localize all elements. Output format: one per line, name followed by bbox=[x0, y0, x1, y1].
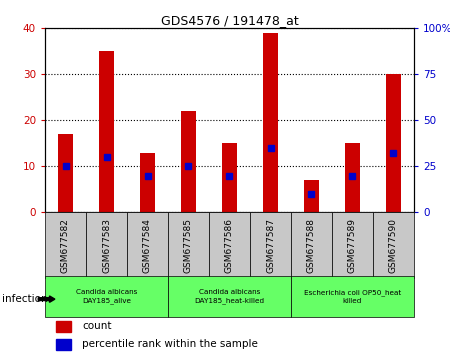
Text: GSM677589: GSM677589 bbox=[348, 218, 357, 273]
Bar bbox=[127, 212, 168, 278]
Text: GSM677585: GSM677585 bbox=[184, 218, 193, 273]
Text: GSM677590: GSM677590 bbox=[389, 218, 398, 273]
Bar bbox=[168, 276, 291, 317]
Text: infection: infection bbox=[2, 294, 48, 304]
Bar bbox=[99, 51, 114, 212]
Bar bbox=[56, 321, 71, 332]
Text: GSM677586: GSM677586 bbox=[225, 218, 234, 273]
Bar bbox=[332, 212, 373, 278]
Bar bbox=[58, 134, 73, 212]
Text: GSM677588: GSM677588 bbox=[307, 218, 316, 273]
Bar bbox=[263, 33, 278, 212]
Bar bbox=[45, 212, 86, 278]
Bar bbox=[291, 212, 332, 278]
Text: Escherichia coli OP50_heat
killed: Escherichia coli OP50_heat killed bbox=[304, 289, 401, 304]
Bar bbox=[181, 111, 196, 212]
Text: Candida albicans
DAY185_heat-killed: Candida albicans DAY185_heat-killed bbox=[194, 289, 265, 304]
Bar bbox=[345, 143, 360, 212]
Text: count: count bbox=[82, 321, 112, 331]
Text: GSM677587: GSM677587 bbox=[266, 218, 275, 273]
Bar bbox=[168, 212, 209, 278]
Bar bbox=[56, 339, 71, 349]
Text: percentile rank within the sample: percentile rank within the sample bbox=[82, 339, 258, 349]
Bar bbox=[386, 74, 400, 212]
Bar bbox=[291, 276, 414, 317]
Title: GDS4576 / 191478_at: GDS4576 / 191478_at bbox=[161, 14, 298, 27]
Text: Candida albicans
DAY185_alive: Candida albicans DAY185_alive bbox=[76, 289, 137, 304]
Bar bbox=[45, 276, 168, 317]
Text: GSM677582: GSM677582 bbox=[61, 218, 70, 273]
Bar bbox=[373, 212, 414, 278]
Bar bbox=[140, 153, 155, 212]
Text: GSM677583: GSM677583 bbox=[102, 218, 111, 273]
Text: GSM677584: GSM677584 bbox=[143, 218, 152, 273]
Bar bbox=[86, 212, 127, 278]
Bar bbox=[304, 180, 319, 212]
Bar bbox=[222, 143, 237, 212]
Bar bbox=[250, 212, 291, 278]
Bar bbox=[209, 212, 250, 278]
